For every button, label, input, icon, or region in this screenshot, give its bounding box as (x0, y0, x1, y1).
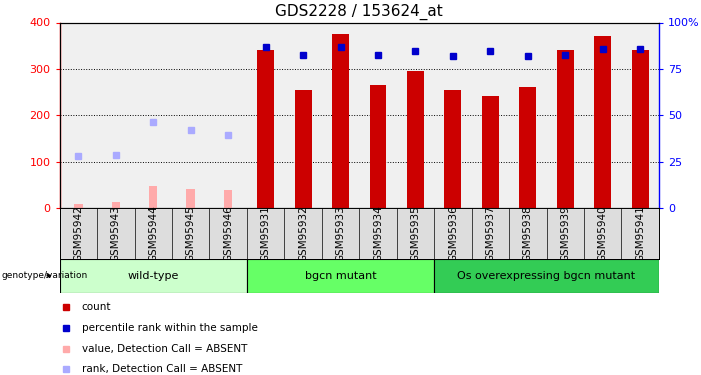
Text: GSM95931: GSM95931 (261, 205, 271, 262)
Bar (407, 71, 424, 208)
Text: GSM95937: GSM95937 (485, 205, 496, 262)
Text: GSM95938: GSM95938 (523, 205, 533, 262)
Bar (332, 34, 349, 208)
Text: bgcn mutant: bgcn mutant (305, 271, 376, 280)
Text: GSM95941: GSM95941 (635, 205, 645, 262)
Text: GSM95943: GSM95943 (111, 205, 121, 262)
Text: value, Detection Call = ABSENT: value, Detection Call = ABSENT (81, 344, 247, 354)
Text: wild-type: wild-type (128, 271, 179, 280)
Bar (444, 90, 461, 208)
Bar (74, 204, 83, 208)
Bar (594, 36, 611, 208)
Text: rank, Detection Call = ABSENT: rank, Detection Call = ABSENT (81, 364, 242, 374)
Title: GDS2228 / 153624_at: GDS2228 / 153624_at (275, 3, 443, 20)
Bar (482, 96, 499, 208)
Bar (294, 90, 311, 208)
Text: GSM95944: GSM95944 (148, 205, 158, 262)
Bar (224, 190, 232, 208)
Text: GSM95933: GSM95933 (336, 205, 346, 262)
Text: GSM95939: GSM95939 (560, 205, 571, 262)
Bar (557, 50, 573, 208)
FancyBboxPatch shape (60, 259, 247, 292)
Bar (149, 186, 158, 208)
Text: GSM95936: GSM95936 (448, 205, 458, 262)
Bar (519, 87, 536, 208)
Text: GSM95945: GSM95945 (186, 205, 196, 262)
Text: GSM95932: GSM95932 (298, 205, 308, 262)
Text: GSM95942: GSM95942 (74, 205, 83, 262)
Text: GSM95934: GSM95934 (373, 205, 383, 262)
FancyBboxPatch shape (434, 259, 659, 292)
Bar (257, 50, 274, 208)
Text: count: count (81, 302, 111, 312)
Text: percentile rank within the sample: percentile rank within the sample (81, 323, 257, 333)
Bar (186, 189, 195, 208)
Bar (111, 202, 120, 208)
Text: genotype/variation: genotype/variation (1, 271, 88, 280)
Text: GSM95946: GSM95946 (223, 205, 233, 262)
Bar (632, 50, 648, 208)
FancyBboxPatch shape (247, 259, 434, 292)
Bar (369, 85, 386, 208)
Text: GSM95935: GSM95935 (411, 205, 421, 262)
Text: GSM95940: GSM95940 (598, 205, 608, 262)
Text: Os overexpressing bgcn mutant: Os overexpressing bgcn mutant (458, 271, 636, 280)
